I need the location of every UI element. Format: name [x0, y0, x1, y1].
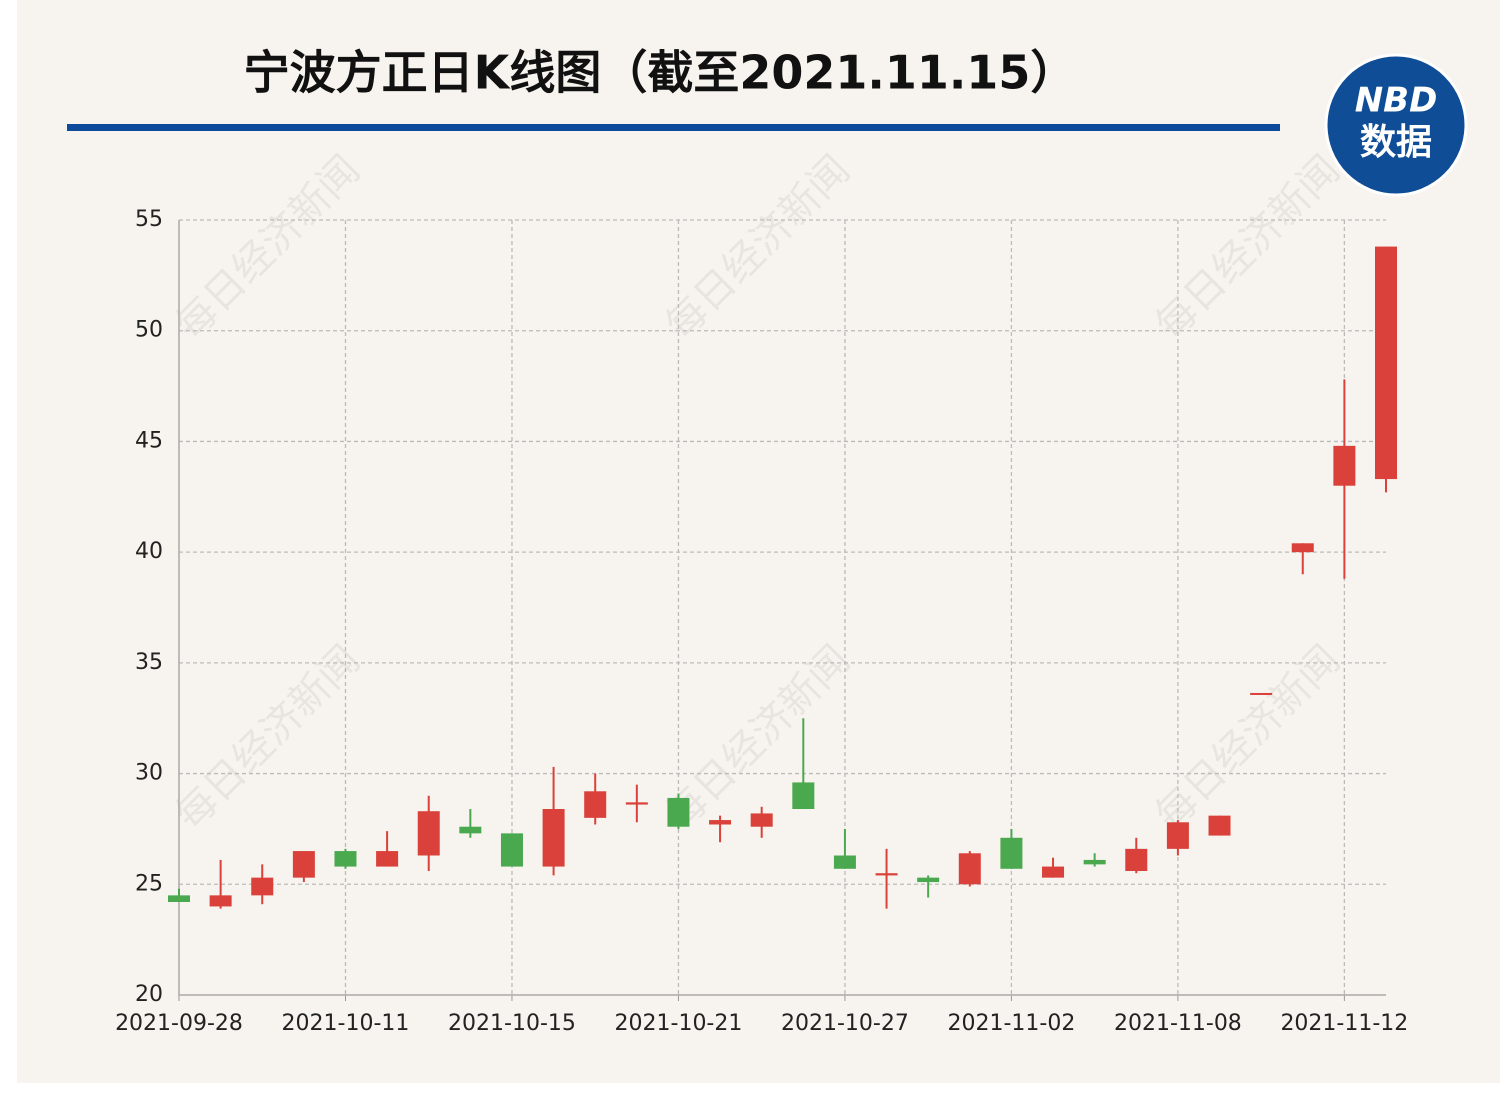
candle-body — [1166, 822, 1189, 849]
candle-body — [584, 791, 607, 818]
x-tick-label: 2021-10-21 — [615, 1011, 743, 1036]
candle-body — [917, 877, 940, 883]
candle-body — [417, 811, 440, 856]
candle-body — [168, 895, 190, 902]
logo-text: NBD — [1355, 81, 1438, 121]
candle-body — [792, 782, 815, 809]
y-tick-label: 40 — [135, 539, 163, 564]
candle-body — [1042, 866, 1065, 878]
x-tick-label: 2021-10-11 — [282, 1011, 410, 1036]
candle-body — [1291, 543, 1314, 553]
x-tick-label: 2021-10-15 — [448, 1011, 576, 1036]
candle-body — [1250, 692, 1273, 695]
candle-body — [667, 797, 690, 827]
candle-body — [1083, 859, 1106, 865]
candle-body — [709, 820, 732, 825]
y-tick-label: 30 — [135, 761, 163, 786]
candle-body — [750, 813, 773, 827]
x-tick-label: 2021-09-28 — [115, 1011, 243, 1036]
candle-body — [625, 802, 648, 805]
candle-body — [334, 851, 357, 867]
y-tick-label: 55 — [135, 207, 163, 232]
x-tick-label: 2021-11-08 — [1114, 1011, 1242, 1036]
candle-body — [376, 851, 399, 867]
logo-text: 数据 — [1360, 122, 1432, 163]
candle-body — [459, 826, 482, 834]
candle-body — [958, 853, 981, 885]
y-tick-label: 25 — [135, 871, 163, 896]
candle-body — [500, 833, 523, 867]
candle-body — [251, 877, 274, 896]
y-tick-label: 45 — [135, 428, 163, 453]
x-tick-label: 2021-11-02 — [947, 1011, 1075, 1036]
candle-body — [292, 851, 315, 878]
y-tick-label: 50 — [135, 318, 163, 343]
logo — [1324, 53, 1468, 197]
candle-body — [833, 855, 856, 869]
y-tick-label: 35 — [135, 650, 163, 675]
candle-body — [1333, 445, 1356, 486]
candle-body — [1125, 848, 1148, 871]
x-tick-label: 2021-10-27 — [781, 1011, 909, 1036]
x-tick-label: 2021-11-12 — [1280, 1011, 1408, 1036]
candle-body — [1000, 837, 1023, 869]
chart-title: 宁波方正日K线图（截至2021.11.15） — [244, 46, 1077, 100]
y-tick-label: 20 — [135, 982, 163, 1007]
candle-body — [542, 809, 565, 867]
candle-body — [1375, 246, 1397, 480]
candle-body — [875, 873, 898, 876]
candle-body — [1208, 815, 1231, 836]
title-rule — [67, 124, 1280, 131]
candle-body — [209, 895, 232, 907]
panel — [17, 0, 1500, 1083]
